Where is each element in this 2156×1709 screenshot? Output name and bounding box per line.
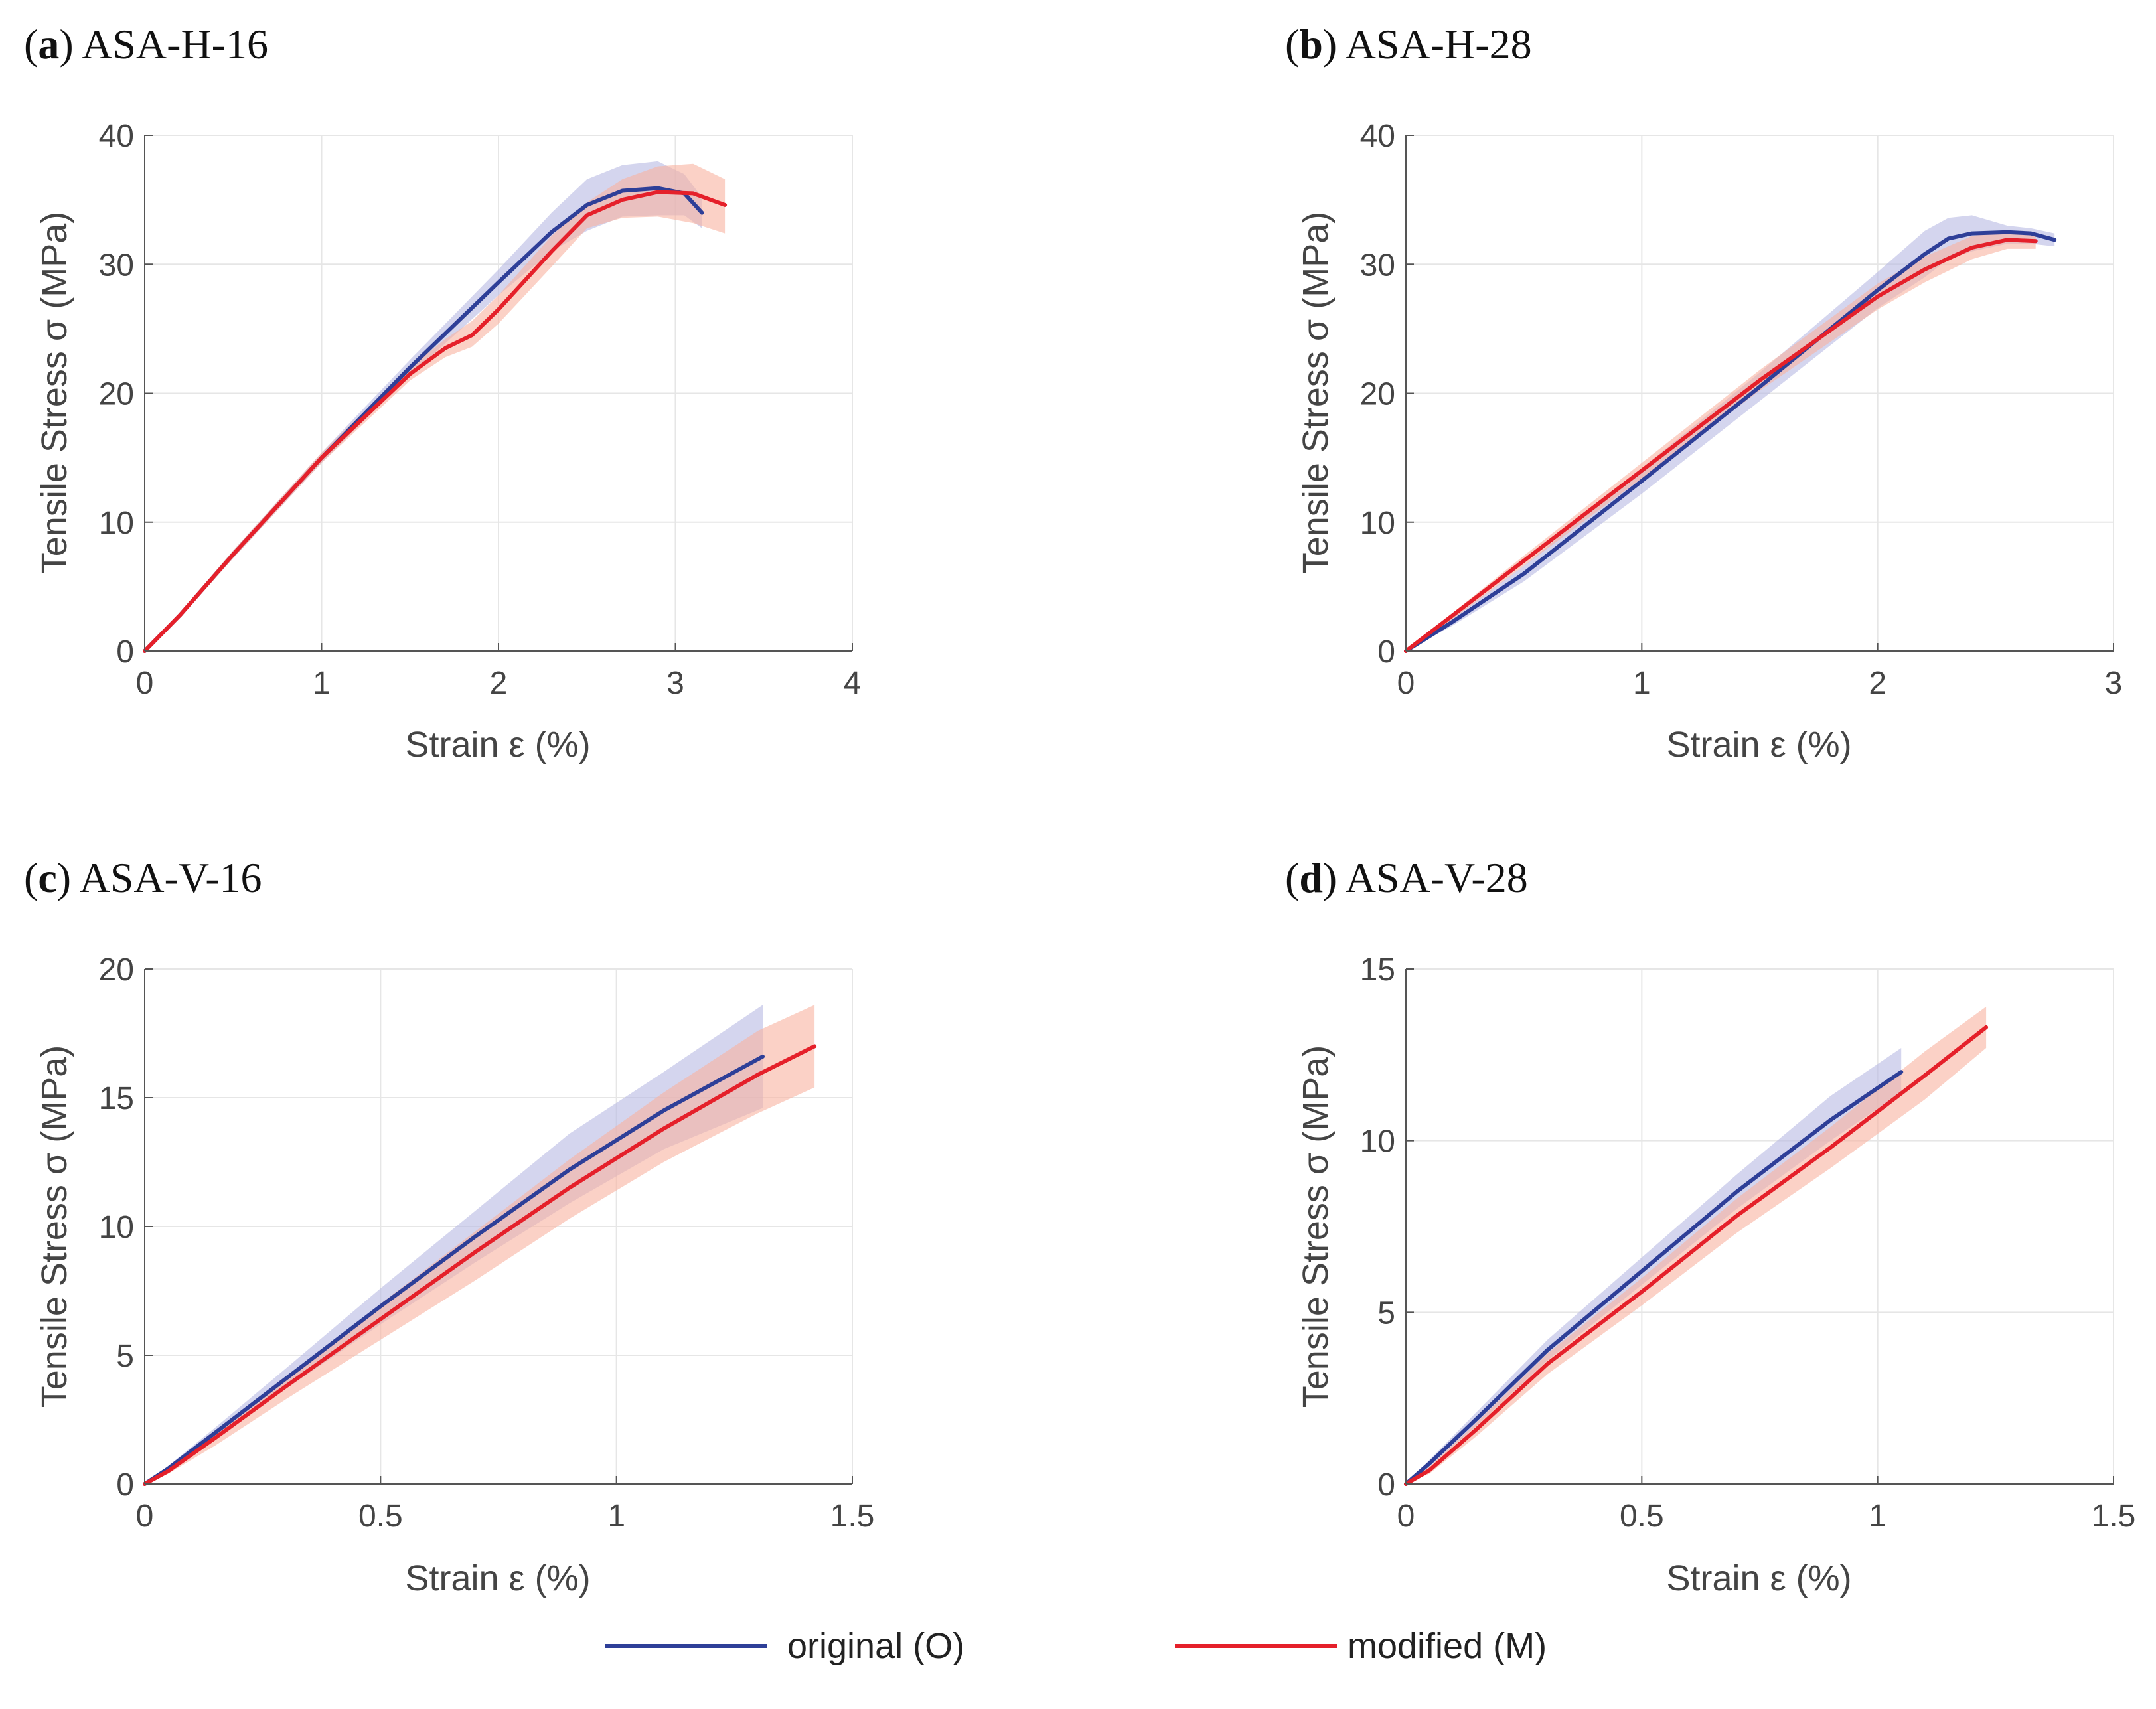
panel-b-letter: b [1299, 21, 1323, 68]
x-tick-label-b-3: 3 [2105, 666, 2123, 701]
y-tick-label-a-1: 10 [99, 506, 134, 541]
x-tick-label-c-3: 1.5 [830, 1499, 875, 1534]
y-axis-label-a: Tensile Stress σ (MPa) [35, 212, 74, 574]
panel-a-letter: a [38, 21, 59, 68]
series-line-modified-d [1404, 1025, 1989, 1486]
band-modified-c [145, 1005, 815, 1484]
panel-d-name: ASA-V-28 [1346, 854, 1528, 901]
panel-a-title: (a) ASA-H-16 [24, 21, 268, 68]
band-modified-a [145, 163, 726, 651]
legend-label-modified: modified (M) [1348, 1626, 1547, 1666]
band-original-b [1406, 215, 2055, 651]
series-line-original-c [143, 1054, 765, 1486]
panel-b-name: ASA-H-28 [1346, 21, 1532, 68]
series-line-modified-c [143, 1044, 817, 1486]
x-tick-label-d-1: 0.5 [1620, 1499, 1664, 1534]
x-axis-label-b: Strain ε (%) [1666, 725, 1851, 765]
x-tick-label-b-0: 0 [1397, 666, 1415, 701]
x-axis-label-a: Strain ε (%) [405, 725, 590, 765]
y-tick-label-b-0: 0 [1377, 634, 1395, 670]
plot-area-c: 0 0.5 1 1.5 0 5 10 15 20 [99, 952, 875, 1534]
band-modified-d [1406, 1006, 1987, 1484]
y-tick-label-a-4: 40 [99, 119, 134, 154]
x-tick-label-d-0: 0 [1397, 1499, 1415, 1534]
series-line-modified-a [143, 190, 728, 653]
y-tick-label-a-3: 30 [99, 248, 134, 283]
x-tick-label-c-0: 0 [136, 1499, 154, 1534]
panel-c-name: ASA-V-16 [80, 854, 262, 901]
x-axis-label-d: Strain ε (%) [1666, 1558, 1851, 1598]
x-tick-label-a-3: 3 [666, 666, 684, 701]
y-tick-label-b-1: 10 [1360, 506, 1395, 541]
panel-c-letter: c [38, 854, 56, 901]
legend-label-original: original (O) [787, 1626, 964, 1666]
band-original-d [1406, 1048, 1902, 1484]
y-tick-label-a-0: 0 [116, 634, 134, 670]
band-original-c [145, 1005, 763, 1484]
panel-b-title: (b) ASA-H-28 [1285, 21, 1532, 68]
band-original-a [145, 161, 702, 651]
y-tick-label-c-4: 20 [99, 952, 134, 988]
x-tick-label-b-1: 1 [1633, 666, 1651, 701]
x-tick-label-d-2: 1 [1869, 1499, 1887, 1534]
x-tick-label-a-4: 4 [844, 666, 862, 701]
panel-d-letter: d [1299, 854, 1323, 901]
panel-d-title: (d) ASA-V-28 [1285, 854, 1528, 901]
y-tick-label-d-1: 5 [1377, 1296, 1395, 1331]
panel-c-title: (c) ASA-V-16 [24, 854, 262, 901]
x-tick-label-a-0: 0 [136, 666, 154, 701]
plot-area-d: 0 0.5 1 1.5 0 5 10 15 [1360, 952, 2136, 1534]
x-tick-label-a-1: 1 [313, 666, 331, 701]
y-axis-label-d: Tensile Stress σ (MPa) [1296, 1045, 1336, 1408]
y-axis-label-b: Tensile Stress σ (MPa) [1296, 212, 1336, 574]
panel-a-name: ASA-H-16 [82, 21, 268, 68]
y-tick-label-c-1: 5 [116, 1339, 134, 1374]
y-tick-label-b-3: 30 [1360, 248, 1395, 283]
x-tick-label-c-2: 1 [607, 1499, 625, 1534]
y-tick-label-d-2: 10 [1360, 1124, 1395, 1159]
series-line-original-d [1404, 1070, 1904, 1486]
series-line-original-a [143, 186, 704, 653]
y-tick-label-c-0: 0 [116, 1467, 134, 1503]
x-tick-label-b-2: 2 [1869, 666, 1887, 701]
y-tick-label-b-4: 40 [1360, 119, 1395, 154]
y-tick-label-b-2: 20 [1360, 377, 1395, 412]
x-tick-label-c-1: 0.5 [358, 1499, 403, 1534]
y-tick-label-c-3: 15 [99, 1081, 134, 1116]
y-tick-label-c-2: 10 [99, 1210, 134, 1245]
x-tick-label-d-3: 1.5 [2092, 1499, 2136, 1534]
y-tick-label-d-0: 0 [1377, 1467, 1395, 1503]
y-tick-label-a-2: 20 [99, 377, 134, 412]
legend: original (O) modified (M) [605, 1626, 1547, 1666]
series-line-modified-b [1404, 238, 2038, 653]
panel-d: (d) ASA-V-28 0 0.5 1 1.5 0 5 10 15 Strain ε (%)… [1285, 854, 2135, 1598]
x-tick-label-a-2: 2 [490, 666, 508, 701]
y-axis-label-c: Tensile Stress σ (MPa) [35, 1045, 74, 1408]
panel-c: (c) ASA-V-16 0 0.5 1 1.5 0 5 10 15 20 Strain ε (… [24, 854, 874, 1598]
x-axis-label-c: Strain ε (%) [405, 1558, 590, 1598]
series-line-original-b [1404, 230, 2057, 653]
y-tick-label-d-3: 15 [1360, 952, 1395, 988]
